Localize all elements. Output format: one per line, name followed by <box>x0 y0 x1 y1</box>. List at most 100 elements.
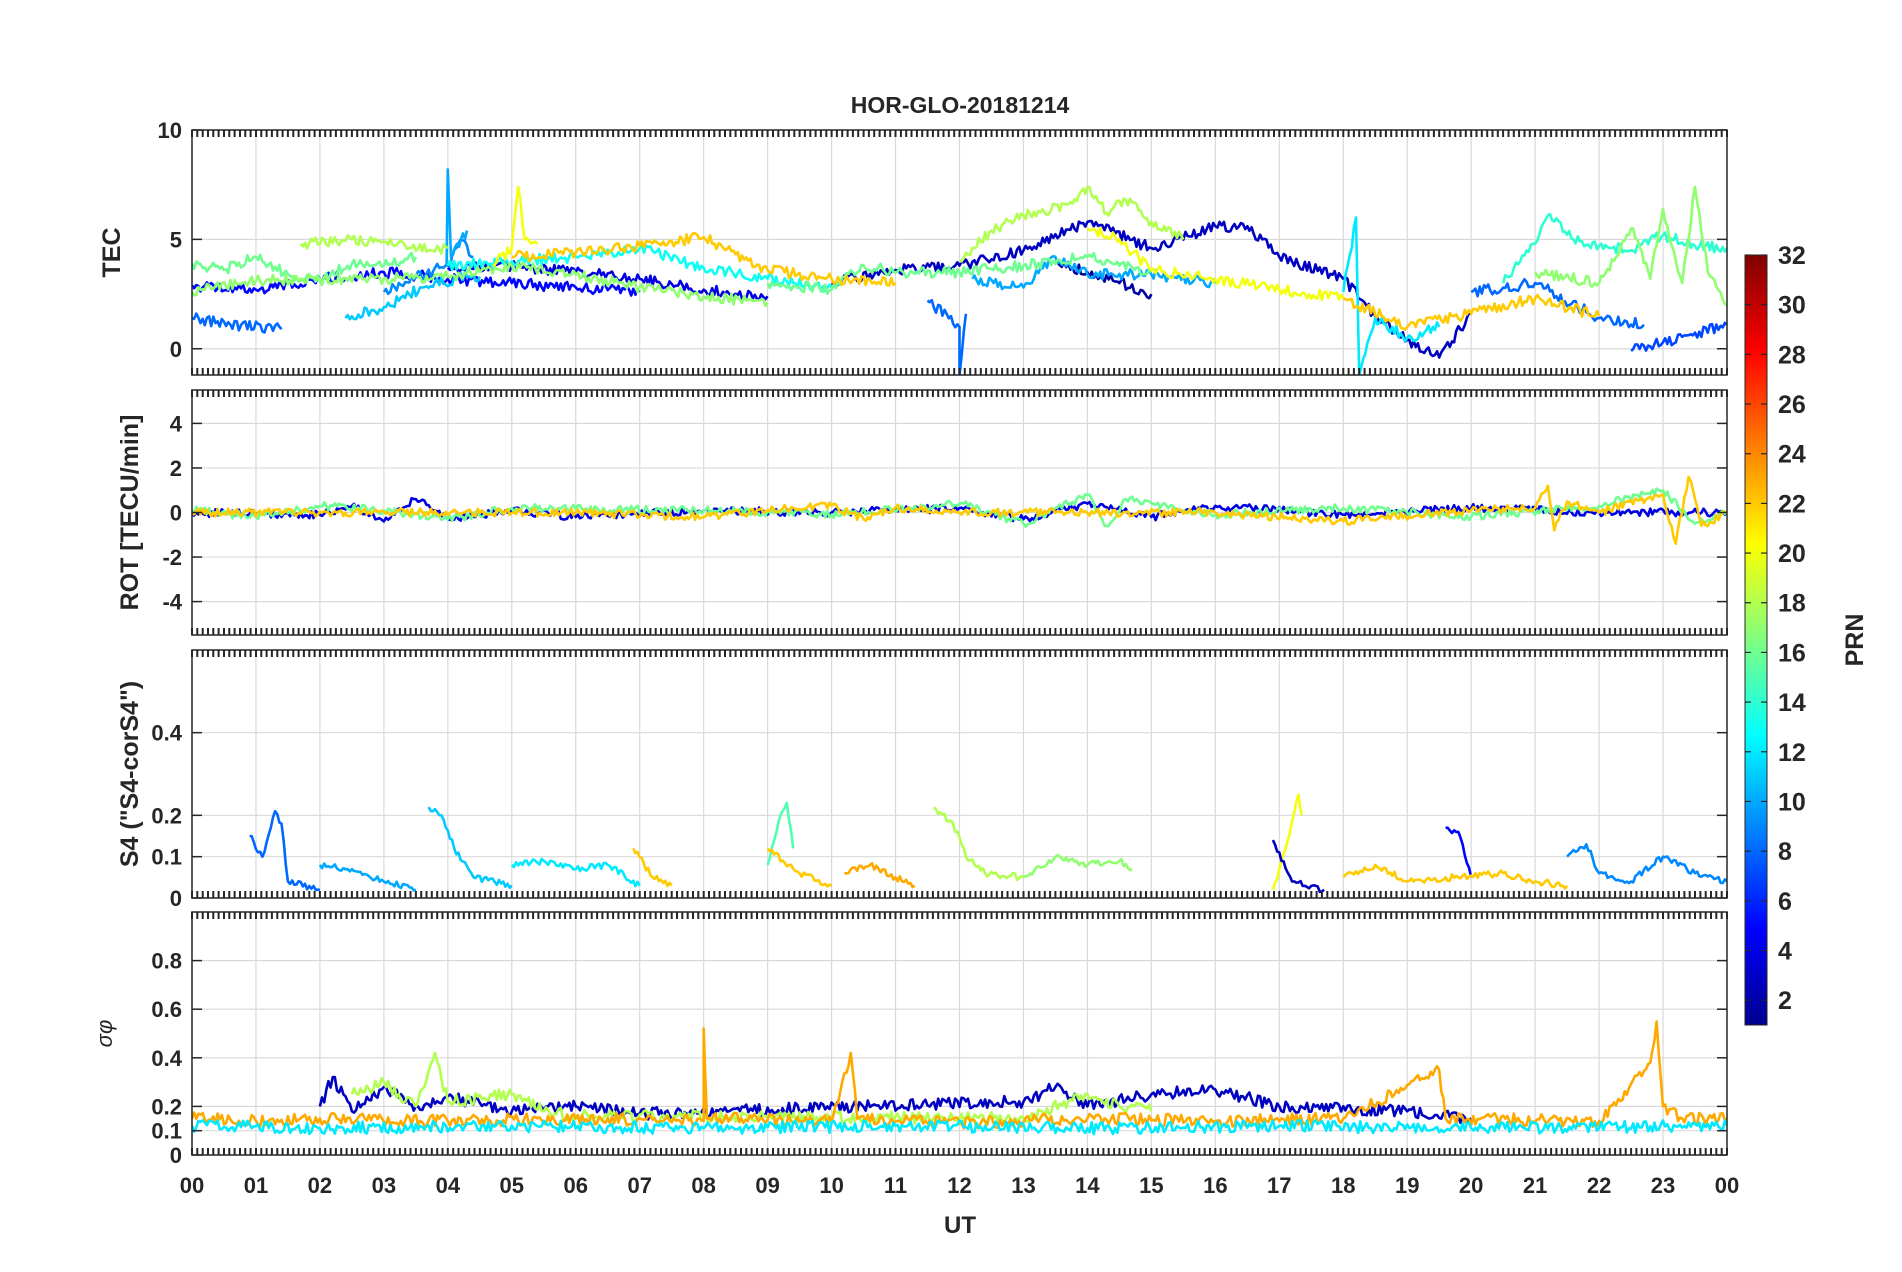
series-line-prn-22 <box>1342 293 1601 331</box>
series-line-prn-3 <box>830 219 1472 359</box>
chart-title: HOR-GLO-20181214 <box>851 92 1070 118</box>
colorbar-tick-label: 22 <box>1778 490 1806 518</box>
x-tick-label: 09 <box>755 1173 779 1198</box>
series-line-prn-22 <box>192 475 1727 545</box>
colorbar-tick-label: 10 <box>1778 788 1806 816</box>
colorbar-tick-label: 30 <box>1778 292 1806 320</box>
series-line-prn-13 <box>446 242 833 293</box>
x-tick-label: 00 <box>180 1173 204 1198</box>
colorbar-tick-label: 12 <box>1778 739 1806 767</box>
x-tick-label: 16 <box>1203 1173 1227 1198</box>
series-line-prn-7 <box>1630 321 1727 352</box>
panel-tec-series <box>192 168 1727 375</box>
x-tick-label: 05 <box>500 1173 524 1198</box>
x-tick-label: 13 <box>1011 1173 1035 1198</box>
panel-sigma-minor-ticks <box>191 912 1728 1155</box>
series-line-prn-10 <box>445 168 469 266</box>
x-tick-label: 03 <box>372 1173 396 1198</box>
panel-sigma: 00.10.2 0.4 0.6 0.8 σφ <box>92 911 1728 1168</box>
colorbar-tick-label: 32 <box>1778 242 1806 270</box>
panel-s4: 0 0.1 0.2 0.4 S4 ("S4-corS4") <box>116 649 1728 911</box>
x-tick-label: 17 <box>1267 1173 1291 1198</box>
series-line-prn-12 <box>1342 216 1441 375</box>
y-tick-label: 5 <box>170 227 182 252</box>
colorbar-tick-label: 2 <box>1778 987 1792 1015</box>
y-tick-label: 0 <box>170 337 182 362</box>
y-tick-label: 4 <box>170 411 183 436</box>
panel-s4-minor-ticks <box>191 650 1728 898</box>
series-line-prn-18 <box>932 806 1025 882</box>
series-line-prn-8 <box>1470 278 1645 330</box>
y-tick-label: 0.2 <box>151 1094 182 1119</box>
x-tick-label: 21 <box>1523 1173 1547 1198</box>
series-line-prn-10 <box>318 862 417 892</box>
y-tick-label: 0.4 <box>151 721 182 746</box>
x-tick-label: 15 <box>1139 1173 1163 1198</box>
x-axis-label: UT <box>944 1212 976 1239</box>
series-line-prn-14 <box>1501 212 1727 284</box>
series-line-prn-22 <box>632 847 673 888</box>
series-line-prn-10 <box>971 254 1217 291</box>
series-line-prn-5 <box>1445 826 1473 878</box>
colorbar-gradient <box>1744 254 1768 1026</box>
series-line-prn-22 <box>1342 863 1569 890</box>
colorbar-tick-label: 6 <box>1778 888 1792 916</box>
colorbar-tick-label: 4 <box>1778 937 1792 965</box>
x-tick-label: 04 <box>436 1173 461 1198</box>
series-line-prn-9 <box>382 238 474 296</box>
colorbar-tick-label: 8 <box>1778 838 1792 866</box>
y-axis-label-tec: TEC <box>98 228 126 278</box>
x-tick-label: 14 <box>1075 1173 1100 1198</box>
panel-s4-series <box>249 793 1727 894</box>
series-line-prn-16 <box>192 487 1727 528</box>
x-tick-label: 10 <box>819 1173 843 1198</box>
y-tick-label: 0.1 <box>151 1119 182 1144</box>
x-tick-label: 06 <box>564 1173 588 1198</box>
y-tick-label: 0 <box>170 1143 182 1168</box>
series-line-prn-17 <box>1533 185 1727 307</box>
series-line-prn-20 <box>492 185 539 267</box>
y-axis-label-rot: ROT [TECU/min] <box>116 415 144 611</box>
colorbar-label: PRN <box>1841 614 1869 667</box>
y-tick-label: -2 <box>162 545 182 570</box>
series-line-prn-22 <box>511 232 897 287</box>
colorbar-tick-label: 28 <box>1778 341 1806 369</box>
x-tick-label: 12 <box>947 1173 971 1198</box>
x-tick-label: 23 <box>1651 1173 1675 1198</box>
series-line-prn-17 <box>1022 853 1133 879</box>
y-tick-label: -4 <box>162 590 182 615</box>
x-axis-ticks: 00 01 02 03 04 05 06 07 08 09 10 11 12 13 14 15 16 17 18 19… <box>180 1173 1739 1198</box>
series-line-prn-15 <box>766 801 795 866</box>
series-line-prn-20 <box>1271 793 1303 891</box>
panel-tec: 0 5 10 TEC <box>98 118 1728 376</box>
y-axis-label-s4: S4 ("S4-corS4") <box>116 681 144 867</box>
x-tick-label: 00 <box>1715 1173 1739 1198</box>
panel-tec-minor-ticks <box>191 130 1728 375</box>
series-line-prn-18 <box>959 185 1185 263</box>
series-line-prn-16 <box>766 251 1153 296</box>
x-tick-label: 19 <box>1395 1173 1419 1198</box>
series-line-prn-22 <box>766 847 833 888</box>
y-tick-label: 0.4 <box>151 1046 182 1071</box>
colorbar-tick-label: 24 <box>1778 441 1806 469</box>
y-tick-label: 0 <box>170 886 182 911</box>
series-line-prn-11 <box>427 806 513 889</box>
y-tick-label: 10 <box>158 118 182 143</box>
x-tick-label: 20 <box>1459 1173 1483 1198</box>
y-tick-label: 0.6 <box>151 997 182 1022</box>
series-line-prn-9 <box>1566 843 1727 885</box>
series-line-prn-8 <box>192 312 283 334</box>
x-tick-label: 02 <box>308 1173 332 1198</box>
panel-rot-minor-ticks <box>191 390 1728 635</box>
panel-rot-series <box>192 475 1727 545</box>
y-tick-label: 0.2 <box>151 803 182 828</box>
x-tick-label: 08 <box>691 1173 715 1198</box>
series-line-prn-12 <box>192 1118 1727 1136</box>
series-line-prn-4 <box>446 259 769 301</box>
y-tick-label: 0.1 <box>151 845 182 870</box>
series-line-prn-8 <box>926 298 968 375</box>
series-line-prn-3 <box>1271 839 1325 894</box>
